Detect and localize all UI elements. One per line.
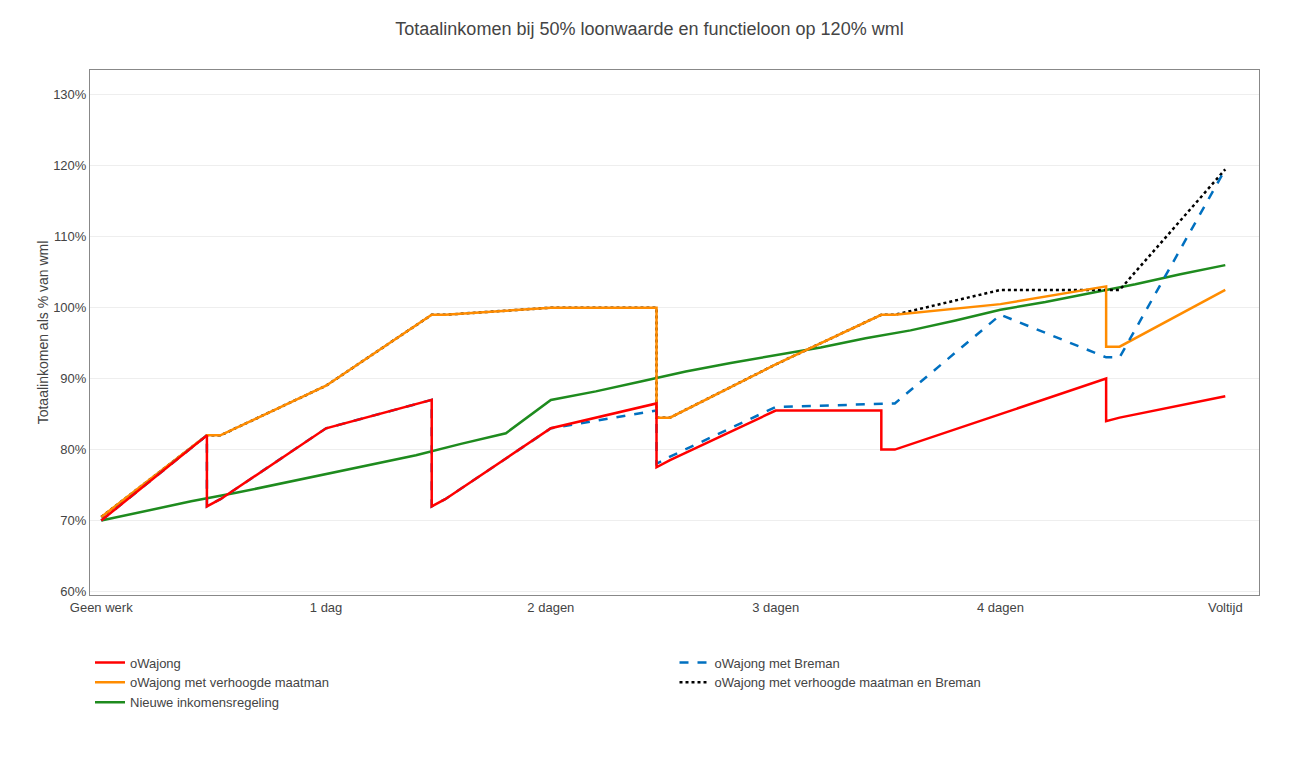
svg-text:3 dagen: 3 dagen — [752, 600, 799, 615]
svg-text:2 dagen: 2 dagen — [527, 600, 574, 615]
svg-text:60%: 60% — [60, 584, 86, 599]
svg-text:Totaalinkomen bij 50% loonwaar: Totaalinkomen bij 50% loonwaarde en func… — [395, 19, 903, 39]
svg-text:oWajong met verhoogde maatman: oWajong met verhoogde maatman — [130, 675, 329, 690]
svg-text:100%: 100% — [53, 300, 87, 315]
svg-text:Geen werk: Geen werk — [70, 600, 133, 615]
svg-text:110%: 110% — [54, 229, 87, 244]
svg-text:1 dag: 1 dag — [310, 600, 343, 615]
svg-text:Nieuwe inkomensregeling: Nieuwe inkomensregeling — [130, 695, 279, 710]
svg-text:Totaalinkomen als % van wml: Totaalinkomen als % van wml — [35, 241, 51, 425]
svg-text:oWajong: oWajong — [130, 656, 181, 671]
svg-text:Voltijd: Voltijd — [1208, 600, 1243, 615]
svg-text:80%: 80% — [60, 442, 86, 457]
svg-text:90%: 90% — [60, 371, 86, 386]
svg-text:oWajong met Breman: oWajong met Breman — [715, 656, 840, 671]
svg-text:130%: 130% — [53, 87, 87, 102]
svg-text:70%: 70% — [60, 513, 86, 528]
svg-text:4 dagen: 4 dagen — [977, 600, 1024, 615]
svg-text:oWajong met verhoogde maatman: oWajong met verhoogde maatman en Breman — [715, 675, 981, 690]
svg-text:120%: 120% — [53, 158, 87, 173]
